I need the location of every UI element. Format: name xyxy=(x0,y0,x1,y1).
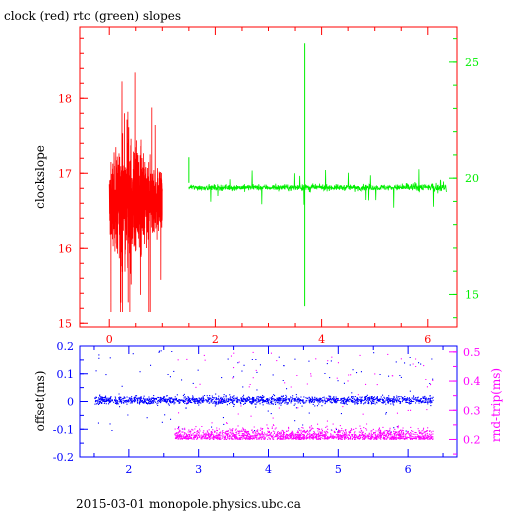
bottom-y-tick-label: 0 xyxy=(67,396,74,409)
bottom-y-tick-label: -0.1 xyxy=(53,423,74,436)
bottom-y-axis-right: 0.2 0.3 0.4 0.5 xyxy=(449,346,481,455)
bottom-y-axis-label: offset(ms) xyxy=(33,371,47,432)
top-y-axis-label: clockslope xyxy=(33,145,47,209)
bottom-y2-tick-label: 0.3 xyxy=(463,404,481,417)
top-y-tick-label: 17 xyxy=(58,167,72,180)
round-trip-points xyxy=(174,351,434,441)
bottom-y2-tick-label: 0.5 xyxy=(463,346,481,359)
top-y-axis-left: 15 16 17 18 xyxy=(58,37,88,330)
footer-caption: 2015-03-01 monopole.physics.ubc.ca xyxy=(76,497,301,511)
round-trip-series xyxy=(174,351,434,441)
bottom-y2-axis-label: rnd-trip(ms) xyxy=(489,368,503,442)
bottom-x-tick-label: 4 xyxy=(265,463,272,476)
bottom-x-tick-label: 2 xyxy=(125,463,132,476)
top-y2-tick-label: 15 xyxy=(465,288,479,301)
top-y-tick-label: 18 xyxy=(58,92,72,105)
bottom-y2-tick-label: 0.4 xyxy=(463,375,481,388)
bottom-x-tick-label: 3 xyxy=(195,463,202,476)
clock-slope-line xyxy=(108,72,163,313)
rtc-slope-line xyxy=(188,169,447,208)
top-y-axis-right: 15 20 25 xyxy=(449,38,479,319)
bottom-y-axis-left: -0.2 -0.1 0 0.1 0.2 xyxy=(53,340,88,464)
chart-title: clock (red) rtc (green) slopes xyxy=(4,9,181,23)
top-y2-tick-label: 20 xyxy=(465,172,479,185)
bottom-y-tick-label: -0.2 xyxy=(53,451,74,464)
bottom-y2-tick-label: 0.2 xyxy=(463,433,481,446)
top-x-tick-label: 0 xyxy=(106,333,113,346)
top-x-axis: 0 2 4 6 xyxy=(106,27,431,346)
clock-slope-series xyxy=(108,72,163,313)
top-y-tick-label: 16 xyxy=(58,242,72,255)
offset-series xyxy=(94,350,434,433)
offset-points xyxy=(94,350,434,433)
bottom-panel: 2 3 4 5 6 -0.2 -0.1 0 0.1 0.2 0.2 0.3 0.4 0.5 offse… xyxy=(33,340,503,476)
bottom-y-tick-label: 0.1 xyxy=(57,368,75,381)
rtc-slope-series xyxy=(188,43,447,307)
top-y-tick-label: 15 xyxy=(58,317,72,330)
top-panel: 0 2 4 6 15 16 17 18 15 20 25 clockslope xyxy=(33,26,479,346)
top-x-tick-label: 2 xyxy=(212,333,219,346)
bottom-x-axis: 2 3 4 5 6 xyxy=(93,346,444,476)
top-x-tick-label: 4 xyxy=(318,333,325,346)
top-x-tick-label: 6 xyxy=(424,333,431,346)
top-y2-tick-label: 25 xyxy=(465,56,479,69)
bottom-x-tick-label: 6 xyxy=(405,463,412,476)
bottom-x-tick-label: 5 xyxy=(335,463,342,476)
bottom-y-tick-label: 0.2 xyxy=(57,340,75,353)
